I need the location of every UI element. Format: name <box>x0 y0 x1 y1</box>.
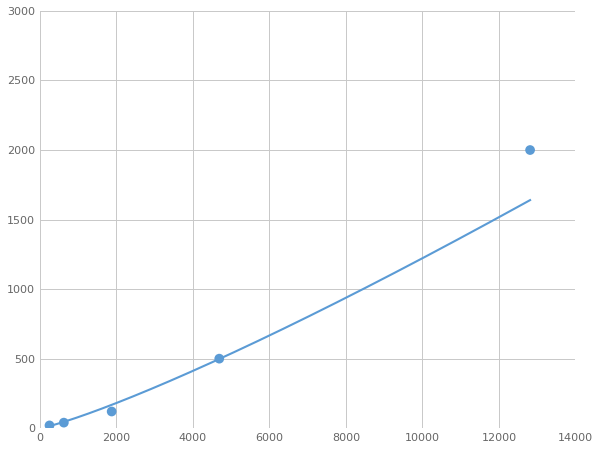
Point <box>107 408 116 415</box>
Point <box>44 422 54 429</box>
Point <box>214 355 224 362</box>
Point <box>525 146 535 153</box>
Point <box>59 419 68 426</box>
